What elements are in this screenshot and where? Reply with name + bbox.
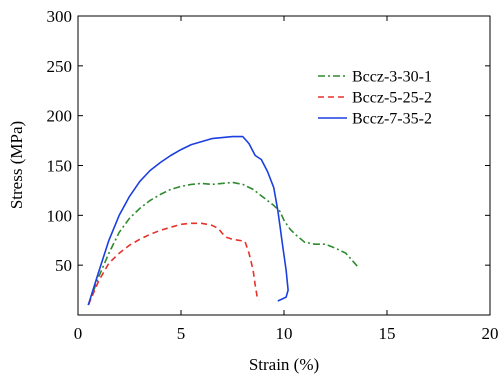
legend: Bccz-3-30-1 Bccz-5-25-2 Bccz-7-35-2 [318,69,432,128]
plot-frame [77,15,491,316]
x-tick-label: 0 [74,324,83,343]
legend-label: Bccz-3-30-1 [352,69,432,86]
x-axis-title: Strain (%) [249,355,319,374]
y-tick-label: 250 [47,57,73,76]
tick-labels: 0 5 10 15 20 50 100 150 200 250 300 [47,7,499,343]
y-tick-label: 200 [47,107,73,126]
series-line-bccz-5-25-2 [87,222,260,306]
y-tick-label: 50 [55,256,72,275]
series-line-bccz-7-35-2 [87,135,289,306]
x-tick-label: 20 [482,324,499,343]
x-tick-label: 15 [379,324,396,343]
axis-ticks [77,15,491,315]
series-layer [87,135,359,306]
x-tick-label: 5 [177,324,186,343]
y-tick-label: 300 [47,7,73,26]
series-line-bccz-3-30-1 [87,181,359,306]
y-tick-label: 100 [47,206,73,225]
x-tick-label: 10 [276,324,293,343]
legend-label: Bccz-5-25-2 [352,90,432,107]
y-tick-label: 150 [47,157,73,176]
legend-label: Bccz-7-35-2 [352,111,432,128]
y-axis-title: Stress (MPa) [7,121,26,209]
